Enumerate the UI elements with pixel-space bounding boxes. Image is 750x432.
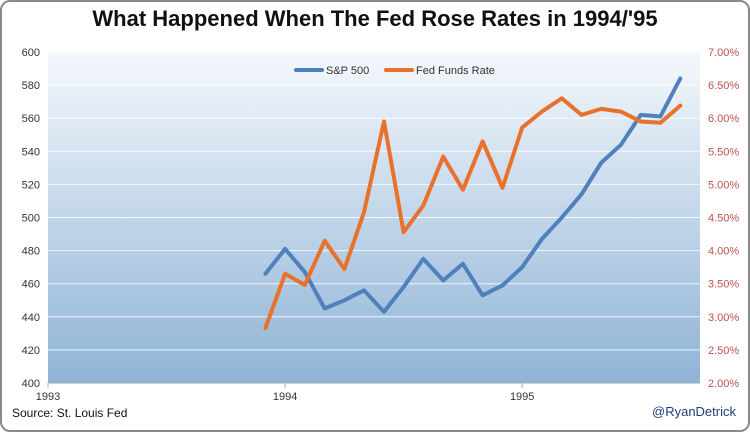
author-handle: @RyanDetrick [652, 404, 736, 419]
legend-label-s-p-500: S&P 500 [326, 65, 369, 77]
series-line-s-p-500 [263, 76, 683, 314]
y-left-tick-label: 460 [22, 279, 40, 291]
y-right-tick-label: 4.50% [708, 213, 739, 225]
y-left-tick-label: 400 [22, 378, 40, 390]
y-left-tick-label: 600 [22, 47, 40, 59]
y-left-tick-label: 560 [22, 113, 40, 125]
y-right-tick-label: 3.00% [708, 312, 739, 324]
y-left-tick-label: 420 [22, 345, 40, 357]
y-right-tick-label: 3.50% [708, 279, 739, 291]
x-tick-label: 1993 [36, 391, 60, 403]
y-left-tick-label: 440 [22, 312, 40, 324]
y-right-tick-label: 6.00% [708, 113, 739, 125]
y-left-tick-label: 500 [22, 213, 40, 225]
y-left-tick-label: 520 [22, 179, 40, 191]
y-right-tick-label: 2.00% [708, 378, 739, 390]
y-left-tick-label: 580 [22, 80, 40, 92]
y-right-tick-label: 6.50% [708, 80, 739, 92]
series-line-fed-funds-rate [263, 96, 683, 331]
x-tick-label: 1994 [273, 391, 297, 403]
legend-label-fed-funds-rate: Fed Funds Rate [416, 65, 495, 77]
y-left-tick-label: 540 [22, 146, 40, 158]
y-right-tick-label: 5.50% [708, 146, 739, 158]
y-right-tick-label: 7.00% [708, 47, 739, 59]
y-right-tick-label: 4.00% [708, 246, 739, 258]
chart-title: What Happened When The Fed Rose Rates in… [92, 6, 658, 31]
y-right-tick-label: 5.00% [708, 179, 739, 191]
y-right-tick-label: 2.50% [708, 345, 739, 357]
x-tick-label: 1995 [510, 391, 534, 403]
y-left-tick-label: 480 [22, 246, 40, 258]
source-note: Source: St. Louis Fed [12, 406, 128, 420]
